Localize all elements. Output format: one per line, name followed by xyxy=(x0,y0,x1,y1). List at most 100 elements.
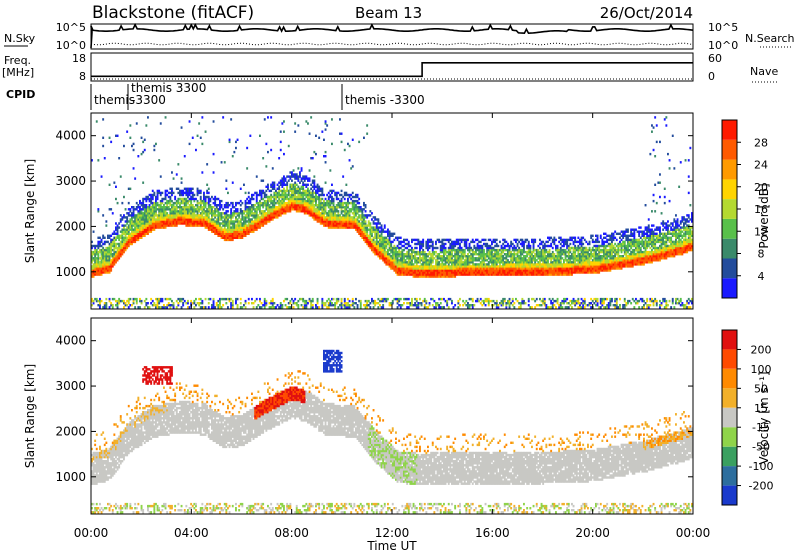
heatmap-cell xyxy=(395,250,397,254)
heatmap-cell xyxy=(185,199,188,203)
heatmap-cell xyxy=(433,265,436,268)
heatmap-cell xyxy=(171,304,173,307)
heatmap-cell xyxy=(299,204,301,207)
heatmap-cell xyxy=(436,267,439,270)
heatmap-cell xyxy=(326,204,329,207)
heatmap-cell xyxy=(331,189,333,193)
heatmap-cell xyxy=(305,304,308,307)
heatmap-cell xyxy=(427,238,429,242)
heatmap-cell xyxy=(508,250,511,254)
heatmap-cell xyxy=(518,267,521,270)
heatmap-cell xyxy=(286,306,289,309)
heatmap-cell xyxy=(308,212,311,215)
heatmap-cell xyxy=(172,212,175,215)
heatmap-cell xyxy=(174,201,177,205)
heatmap-cell xyxy=(159,206,162,209)
heatmap-cell xyxy=(439,248,442,252)
heatmap-cell xyxy=(321,206,324,209)
heatmap-cell xyxy=(132,216,135,219)
heatmap-cell xyxy=(371,226,373,229)
heatmap-cell xyxy=(521,248,524,252)
heatmap-cell xyxy=(279,181,282,184)
heatmap-cell xyxy=(236,228,239,231)
heatmap-cell xyxy=(326,218,329,221)
heatmap-cell xyxy=(364,224,367,227)
heatmap-cell xyxy=(287,306,290,309)
heatmap-cell xyxy=(235,232,237,235)
heatmap-cell xyxy=(137,232,140,235)
heatmap-cell xyxy=(164,214,167,217)
heatmap-cell xyxy=(193,210,196,213)
heatmap-cell xyxy=(155,222,157,225)
heatmap-cell xyxy=(527,261,530,264)
heatmap-cell xyxy=(353,226,356,229)
heatmap-cell xyxy=(478,255,481,258)
heatmap-cell xyxy=(132,208,135,211)
heatmap-cell xyxy=(406,269,409,272)
heatmap-cell xyxy=(508,255,511,258)
heatmap-cell xyxy=(212,230,215,233)
heatmap-cell xyxy=(531,259,533,262)
heatmap-cell xyxy=(497,255,500,258)
heatmap-cell xyxy=(265,165,268,168)
heatmap-cell xyxy=(230,304,233,307)
heatmap-cell xyxy=(265,220,268,223)
heatmap-cell xyxy=(367,238,370,242)
heatmap-cell xyxy=(435,259,437,262)
heatmap-cell xyxy=(247,216,250,219)
heatmap-cell xyxy=(460,238,463,242)
heatmap-cell xyxy=(193,216,196,219)
heatmap-cell xyxy=(523,257,525,260)
heatmap-cell xyxy=(374,216,377,219)
heatmap-cell xyxy=(507,263,509,266)
heatmap-cell xyxy=(329,201,332,205)
heatmap-cell xyxy=(372,248,375,252)
heatmap-cell xyxy=(524,240,527,244)
heatmap-cell xyxy=(251,222,253,225)
heatmap-cell xyxy=(259,222,261,225)
heatmap-cell xyxy=(199,224,202,227)
heatmap-cell xyxy=(465,269,468,272)
heatmap-cell xyxy=(390,232,393,235)
heatmap-cell xyxy=(455,242,458,246)
heatmap-cell xyxy=(431,257,434,260)
heatmap-cell xyxy=(511,242,514,246)
heatmap-cell xyxy=(419,261,421,264)
heatmap-cell xyxy=(401,304,404,307)
heatmap-cell xyxy=(375,222,378,225)
heatmap-cell xyxy=(150,302,153,305)
heatmap-cell xyxy=(308,191,311,195)
heatmap-cell xyxy=(97,210,100,213)
heatmap-cell xyxy=(364,216,367,219)
heatmap-cell xyxy=(526,269,529,272)
heatmap-cell xyxy=(311,197,314,201)
heatmap-cell xyxy=(219,201,221,205)
noise-left-tick-bottom: 10^0 xyxy=(56,39,86,52)
heatmap-cell xyxy=(302,206,305,209)
heatmap-cell xyxy=(334,226,337,229)
heatmap-cell xyxy=(241,224,244,227)
heatmap-cell xyxy=(294,187,297,190)
heatmap-cell xyxy=(131,238,133,242)
heatmap-cell xyxy=(470,273,473,276)
heatmap-cell xyxy=(147,116,149,119)
heatmap-cell xyxy=(503,263,506,266)
heatmap-cell xyxy=(385,259,388,262)
heatmap-cell xyxy=(305,191,308,195)
heatmap-cell xyxy=(238,222,241,225)
heatmap-cell xyxy=(374,299,377,303)
heatmap-cell xyxy=(142,199,145,203)
heatmap-cell xyxy=(401,257,404,260)
heatmap-cell xyxy=(239,228,242,231)
heatmap-cell xyxy=(142,216,145,219)
heatmap-cell xyxy=(291,195,293,199)
heatmap-cell xyxy=(110,304,113,307)
heatmap-cell xyxy=(289,204,292,207)
heatmap-cell xyxy=(308,197,311,201)
heatmap-cell xyxy=(398,265,401,268)
heatmap-cell xyxy=(287,189,290,193)
heatmap-cell xyxy=(103,265,106,268)
heatmap-cell xyxy=(359,228,362,231)
heatmap-cell xyxy=(513,255,516,258)
heatmap-cell xyxy=(451,299,453,303)
